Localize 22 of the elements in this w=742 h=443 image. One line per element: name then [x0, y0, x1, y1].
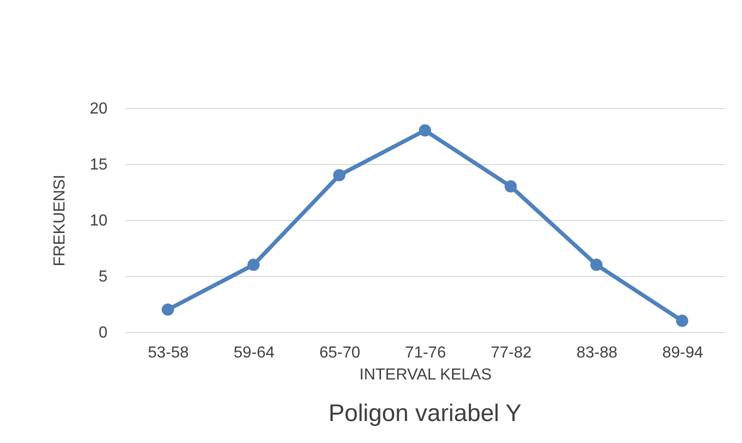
x-tick-label: 77-82	[490, 344, 532, 362]
point	[504, 180, 517, 193]
y-tick-label: 10	[90, 212, 108, 230]
point	[162, 303, 174, 316]
x-tick-label: 53-58	[148, 344, 189, 362]
point	[247, 258, 260, 271]
point	[590, 258, 603, 271]
y-tick-label: 0	[98, 324, 108, 342]
x-tick-label: 89-94	[662, 344, 704, 362]
x-tick-label: 59-64	[234, 344, 275, 362]
point	[418, 124, 432, 137]
y-axis-title: FREKUENSI	[52, 174, 69, 266]
x-axis-title: INTERVAL KELAS	[359, 366, 492, 384]
y-tick-label: 5	[98, 268, 108, 286]
text: Poligon variabel Y	[328, 400, 522, 427]
y-tick-label: 20	[90, 100, 108, 118]
point	[676, 314, 688, 327]
y-tick-label: 15	[90, 156, 108, 174]
point	[333, 169, 346, 182]
x-tick-label: 71-76	[405, 344, 446, 362]
x-tick-label: 83-88	[576, 344, 618, 362]
x-tick-label: 65-70	[319, 344, 360, 362]
